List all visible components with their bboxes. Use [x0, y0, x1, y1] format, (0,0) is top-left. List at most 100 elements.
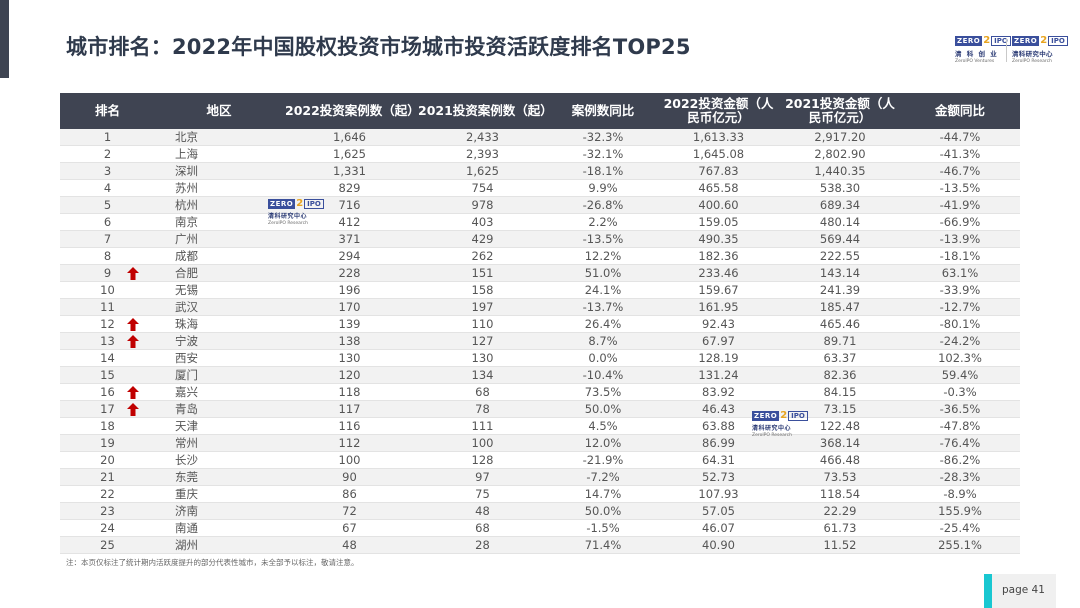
region-name: 苏州	[175, 181, 198, 196]
region-name: 广州	[175, 232, 198, 247]
cell-amount-2021: 1,440.35	[780, 162, 900, 181]
table-row: 22 重庆 86 75 14.7% 107.93 118.54 -8.9%	[60, 485, 1020, 504]
cell-amount-2021: 63.37	[780, 349, 900, 368]
logo-two-text: 2	[780, 410, 788, 421]
cell-amount-yoy: -25.4%	[900, 519, 1020, 538]
zeroipo-watermark-logo: ZERO 2 IPO 清科研究中心 ZeroIPO Research	[752, 411, 808, 438]
cell-cases-2021: 111	[416, 417, 549, 436]
cell-region: 上海	[155, 145, 283, 164]
region-name: 嘉兴	[175, 385, 198, 400]
cell-amount-2021: 143.14	[780, 264, 900, 283]
cell-cases-2021: 2,393	[416, 145, 549, 164]
cell-amount-yoy: -76.4%	[900, 434, 1020, 453]
cell-amount-yoy: -0.3%	[900, 383, 1020, 402]
region-name: 珠海	[175, 317, 198, 332]
cell-amount-2021: 118.54	[780, 485, 900, 504]
cell-cases-2021: 158	[416, 281, 549, 300]
cell-amount-2021: 538.30	[780, 179, 900, 198]
header-amount-2022: 2022投资金额（人民币亿元）	[657, 93, 780, 129]
table-row: 12 珠海 139 110 26.4% 92.43 465.46 -80.1%	[60, 315, 1020, 334]
table-row: 23 济南 72 48 50.0% 57.05 22.29 155.9%	[60, 502, 1020, 521]
table-row: 4 苏州 829 754 9.9% 465.58 538.30 -13.5%	[60, 179, 1020, 198]
cell-cases-2021: 403	[416, 213, 549, 232]
cell-cases-yoy: 14.7%	[549, 485, 657, 504]
cell-rank: 24	[60, 519, 155, 538]
cell-amount-2021: 480.14	[780, 213, 900, 232]
cell-amount-2022: 83.92	[657, 383, 780, 402]
cell-amount-2021: 569.44	[780, 230, 900, 249]
cell-rank: 1	[60, 129, 155, 147]
region-name: 重庆	[175, 487, 198, 502]
header-rank: 排名	[60, 93, 155, 129]
logo-en-text: ZeroIPO Ventures	[955, 59, 995, 64]
cell-cases-yoy: 0.0%	[549, 349, 657, 368]
cell-region: 深圳	[155, 162, 283, 181]
cell-amount-yoy: -41.3%	[900, 145, 1020, 164]
region-name: 济南	[175, 504, 198, 519]
cell-rank: 4	[60, 179, 155, 198]
cell-rank: 10	[60, 281, 155, 300]
cell-amount-2022: 131.24	[657, 366, 780, 385]
cell-amount-2022: 64.31	[657, 451, 780, 470]
cell-cases-2021: 2,433	[416, 129, 549, 147]
cell-cases-yoy: 9.9%	[549, 179, 657, 198]
table-row: 17 青岛 117 78 50.0% 46.43 73.15 -36.5%	[60, 400, 1020, 419]
cell-cases-2022: 86	[283, 485, 416, 504]
logo-cn-text: 清 科 创 业	[955, 50, 999, 58]
logo-ipo-text: IPO	[1048, 36, 1068, 46]
cell-amount-2022: 182.36	[657, 247, 780, 266]
logo-two-text: 2	[983, 35, 991, 46]
table-row: 18 天津 116 111 4.5% 63.88 122.48 -47.8%	[60, 417, 1020, 436]
cell-amount-2021: 89.71	[780, 332, 900, 351]
logo-divider	[1006, 38, 1007, 62]
cell-rank: 16	[60, 383, 155, 402]
cell-cases-yoy: 26.4%	[549, 315, 657, 334]
region-name: 宁波	[175, 334, 198, 349]
region-name: 厦门	[175, 368, 198, 383]
cell-cases-2022: 829	[283, 179, 416, 198]
logo-en-text: ZeroIPO Research	[268, 221, 309, 226]
cell-amount-2022: 400.60	[657, 196, 780, 215]
cell-cases-2021: 1,625	[416, 162, 549, 181]
cell-amount-2022: 161.95	[657, 298, 780, 317]
cell-region: 北京	[155, 129, 283, 147]
cell-amount-2021: 73.53	[780, 468, 900, 487]
region-name: 合肥	[175, 266, 198, 281]
cell-amount-yoy: -66.9%	[900, 213, 1020, 232]
cell-cases-2021: 100	[416, 434, 549, 453]
cell-cases-2022: 90	[283, 468, 416, 487]
region-name: 南京	[175, 215, 198, 230]
cell-region: 杭州	[155, 196, 283, 215]
region-name: 成都	[175, 249, 198, 264]
cell-cases-2022: 112	[283, 434, 416, 453]
table-row: 19 常州 112 100 12.0% 86.99 368.14 -76.4%	[60, 434, 1020, 453]
cell-rank: 20	[60, 451, 155, 470]
cell-amount-2021: 61.73	[780, 519, 900, 538]
table-row: 24 南通 67 68 -1.5% 46.07 61.73 -25.4%	[60, 519, 1020, 538]
cell-region: 成都	[155, 247, 283, 266]
cell-region: 厦门	[155, 366, 283, 385]
table-row: 10 无锡 196 158 24.1% 159.67 241.39 -33.9%	[60, 281, 1020, 300]
cell-amount-yoy: -28.3%	[900, 468, 1020, 487]
up-arrow-icon	[127, 267, 139, 281]
cell-amount-yoy: -44.7%	[900, 129, 1020, 147]
cell-rank: 17	[60, 400, 155, 419]
cell-amount-yoy: -36.5%	[900, 400, 1020, 419]
cell-cases-yoy: 4.5%	[549, 417, 657, 436]
table-row: 11 武汉 170 197 -13.7% 161.95 185.47 -12.7%	[60, 298, 1020, 317]
footnote: 注：本页仅标注了统计期内活跃度提升的部分代表性城市，未全部予以标注，敬请注意。	[66, 558, 359, 567]
region-name: 常州	[175, 436, 198, 451]
cell-amount-2021: 122.48	[780, 417, 900, 436]
cell-amount-2022: 107.93	[657, 485, 780, 504]
cell-cases-2022: 294	[283, 247, 416, 266]
region-name: 长沙	[175, 453, 198, 468]
logo-zero-text: ZERO	[268, 199, 296, 209]
cell-cases-2021: 110	[416, 315, 549, 334]
cell-cases-2022: 412	[283, 213, 416, 232]
up-arrow-icon	[127, 335, 139, 349]
region-name: 上海	[175, 147, 198, 162]
cell-cases-2022: 72	[283, 502, 416, 521]
cell-cases-yoy: 2.2%	[549, 213, 657, 232]
region-name: 武汉	[175, 300, 198, 315]
cell-amount-2022: 63.88	[657, 417, 780, 436]
